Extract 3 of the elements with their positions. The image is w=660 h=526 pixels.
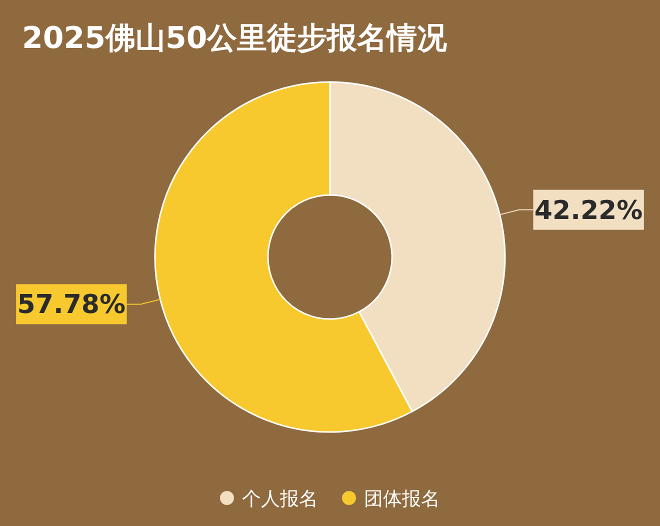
legend-label: 团体报名 [364, 488, 440, 510]
title: 2025佛山50公里徒步报名情况 [22, 21, 448, 56]
legend-label: 个人报名 [242, 488, 318, 510]
